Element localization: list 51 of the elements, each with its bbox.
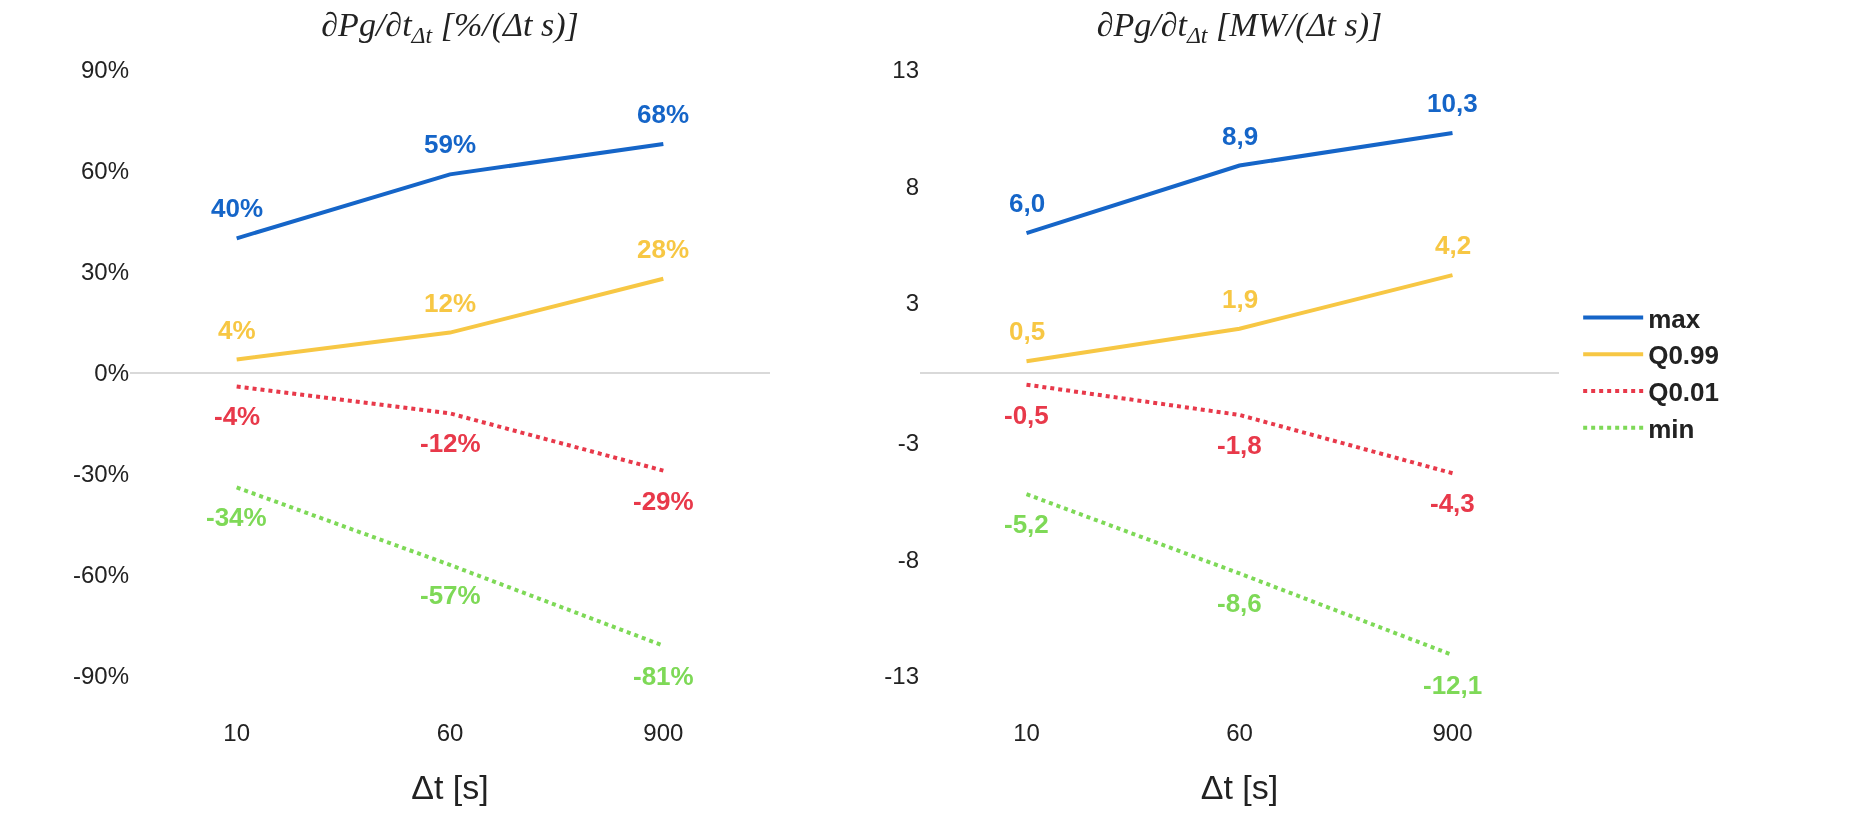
x-axis-title: Δt [s] xyxy=(1200,768,1279,807)
data-label: 40% xyxy=(211,193,264,223)
data-label: 4% xyxy=(218,315,256,345)
y-tick-label: -8 xyxy=(897,545,919,573)
data-label: -29% xyxy=(633,486,694,516)
y-tick-label: 60% xyxy=(80,157,129,185)
chart-title: ∂Pg/∂t$_{Δt}$ [%/(Δt s)] xyxy=(321,6,579,49)
y-tick-label: 90% xyxy=(80,56,129,84)
chart-title: ∂Pg/∂t$_{Δt}$ [MW/(Δt s)] xyxy=(1096,6,1383,49)
x-tick-label: 10 xyxy=(1013,719,1040,746)
x-tick-label: 900 xyxy=(1432,719,1473,746)
data-label: 68% xyxy=(637,99,690,129)
data-label: -12% xyxy=(420,428,481,458)
y-tick-label: 8 xyxy=(905,172,919,200)
x-tick-label: 60 xyxy=(436,719,464,746)
x-axis-title: Δt [s] xyxy=(411,768,489,807)
legend-label: min xyxy=(1648,413,1695,444)
data-label: -1,8 xyxy=(1217,430,1262,460)
data-label: 1,9 xyxy=(1222,284,1259,314)
data-label: 12% xyxy=(424,288,477,318)
data-label: -81% xyxy=(633,661,694,691)
data-label: 0,5 xyxy=(1009,316,1046,346)
legend-label: max xyxy=(1648,303,1701,334)
data-label: -0,5 xyxy=(1004,400,1049,430)
legend-label: Q0.99 xyxy=(1648,340,1719,371)
y-tick-label: 0% xyxy=(94,359,129,387)
data-label: 28% xyxy=(637,234,690,264)
x-tick-label: 900 xyxy=(643,719,684,746)
y-tick-label: 3 xyxy=(905,289,919,317)
y-tick-label: -13 xyxy=(884,662,919,690)
x-tick-label: 60 xyxy=(1226,719,1253,746)
y-tick-label: -90% xyxy=(72,662,129,690)
data-label: 4,2 xyxy=(1435,230,1472,260)
data-label: 59% xyxy=(424,129,477,159)
data-label: -8,6 xyxy=(1217,588,1262,618)
y-tick-label: -30% xyxy=(72,460,129,488)
y-tick-label: -60% xyxy=(72,561,129,589)
data-label: -5,2 xyxy=(1004,509,1049,539)
data-label: 6,0 xyxy=(1009,188,1046,218)
y-tick-label: -3 xyxy=(897,429,919,457)
x-tick-label: 10 xyxy=(223,719,251,746)
data-label: 8,9 xyxy=(1222,121,1259,151)
data-label: -12,1 xyxy=(1423,670,1483,700)
data-label: -4% xyxy=(214,401,261,431)
data-label: -34% xyxy=(206,502,267,532)
data-label: -4,3 xyxy=(1430,488,1475,518)
legend-label: Q0.01 xyxy=(1648,377,1719,408)
data-label: 10,3 xyxy=(1427,88,1478,118)
y-tick-label: 13 xyxy=(892,56,919,84)
y-tick-label: 30% xyxy=(80,258,129,286)
data-label: -57% xyxy=(420,580,481,610)
